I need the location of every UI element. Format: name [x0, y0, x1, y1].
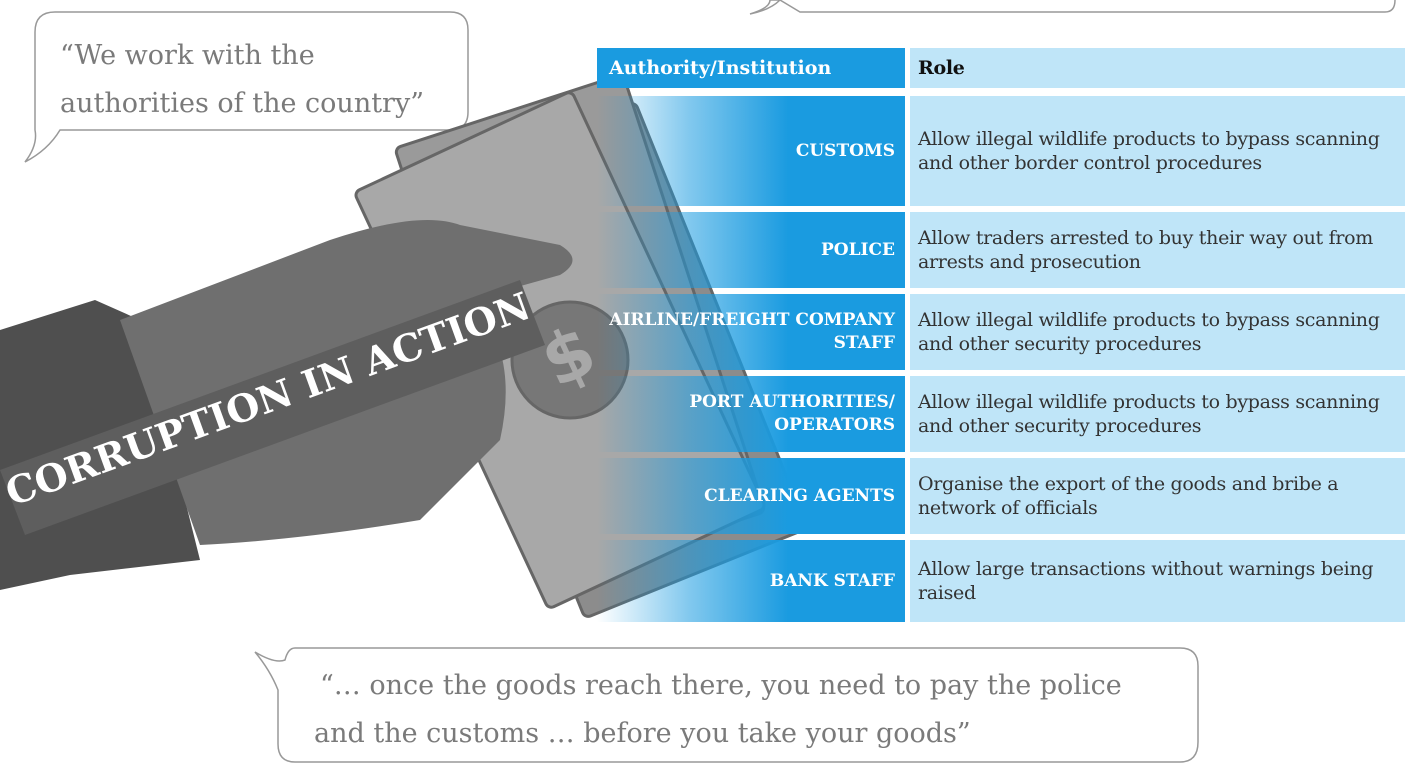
- table-row: BANK STAFF Allow large transactions witho…: [597, 540, 1405, 622]
- header-cell: Role: [910, 48, 1405, 88]
- banner-band: [0, 280, 545, 535]
- quote: “… once the goods reach there, you need …: [314, 662, 1122, 758]
- quote-line: “We work with the: [60, 40, 315, 71]
- authority-cell: BANK STAFF: [597, 540, 905, 622]
- role-cell: Organise the export of the goods and bri…: [910, 458, 1405, 534]
- role-cell: Allow large transactions without warning…: [910, 540, 1405, 622]
- role-cell: Allow traders arrested to buy their way …: [910, 212, 1405, 288]
- role-cell: Allow illegal wildlife products to bypas…: [910, 376, 1405, 452]
- authority-cell: CUSTOMS: [597, 96, 905, 206]
- top-bubble: [749, 0, 1396, 15]
- bottom-bubble: [254, 647, 1199, 763]
- header-cell: Authority/Institution: [597, 48, 905, 88]
- table-header: Authority/Institution Role: [597, 48, 1405, 88]
- authority-cell: PORT AUTHORITIES/ OPERATORS: [597, 376, 905, 452]
- table-row: AIRLINE/FREIGHT COMPANY STAFF Allow illeg…: [597, 294, 1405, 370]
- authority-cell: CLEARING AGENTS: [597, 458, 905, 534]
- quote-line: and the customs … before you take your g…: [314, 718, 971, 749]
- quote: “We work with the authorities of the cou…: [60, 32, 424, 128]
- role-cell: Allow illegal wildlife products to bypas…: [910, 294, 1405, 370]
- table-row: PORT AUTHORITIES/ OPERATORS Allow illegal…: [597, 376, 1405, 452]
- quote-line: “… once the goods reach there, you need …: [320, 670, 1122, 701]
- table-row: CUSTOMS Allow illegal wildlife products t…: [597, 96, 1405, 206]
- role-cell: Allow illegal wildlife products to bypas…: [910, 96, 1405, 206]
- table-row: CLEARING AGENTS Organise the export of th…: [597, 458, 1405, 534]
- authority-cell: AIRLINE/FREIGHT COMPANY STAFF: [597, 294, 905, 370]
- quote-line: authorities of the country”: [60, 88, 425, 119]
- left-bubble: [24, 11, 469, 163]
- table-row: POLICE Allow traders arrested to buy thei…: [597, 212, 1405, 288]
- authority-cell: POLICE: [597, 212, 905, 288]
